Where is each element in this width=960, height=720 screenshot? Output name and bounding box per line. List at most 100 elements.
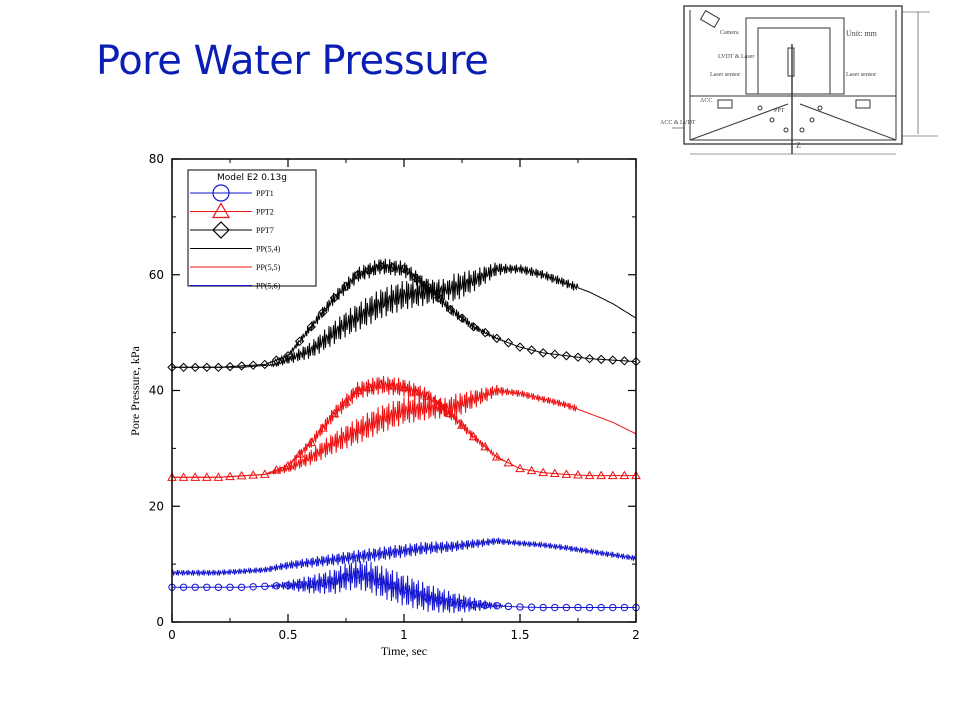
data-point	[608, 355, 618, 365]
data-point	[317, 423, 328, 432]
series-PPT7	[167, 258, 641, 373]
data-point	[515, 463, 525, 473]
data-point	[491, 452, 502, 461]
data-point	[213, 362, 224, 373]
data-point	[573, 352, 583, 362]
y-tick-label: 40	[149, 384, 164, 398]
legend-label: PPT1	[256, 189, 274, 198]
legend-label: PPT2	[256, 208, 274, 217]
data-point	[294, 449, 305, 458]
data-point	[272, 582, 281, 590]
series-line	[172, 384, 637, 478]
data-point	[468, 322, 479, 332]
schematic-label-unit: Unit: mm	[846, 29, 878, 38]
data-point	[388, 582, 397, 590]
data-point	[539, 603, 547, 612]
x-tick-label: 0.5	[278, 628, 297, 642]
schematic-label-lvdt-laser: LVDT & Laser	[718, 54, 754, 60]
data-point	[399, 382, 409, 392]
data-point	[400, 586, 408, 594]
data-point	[619, 356, 630, 366]
schematic-label-z: Z	[796, 141, 801, 150]
x-tick-label: 1.5	[510, 628, 529, 642]
right-instrument-box	[855, 99, 871, 109]
data-point	[318, 307, 328, 318]
series-PP(5,4)	[172, 262, 637, 368]
x-tick-label: 1	[400, 628, 408, 642]
data-point	[549, 468, 560, 478]
data-point	[597, 603, 605, 612]
data-point	[214, 583, 223, 591]
legend-label: PP(5,6)	[256, 282, 281, 291]
slide-title: Pore Water Pressure	[96, 38, 489, 84]
data-point	[516, 603, 524, 611]
legend-label: PP(5,4)	[256, 245, 281, 254]
data-point	[353, 570, 362, 579]
model-schematic-figure: Unit: mm Camera LVDT & Laser Laser senso…	[660, 5, 938, 155]
data-point	[306, 437, 317, 447]
data-point	[261, 582, 269, 591]
data-point	[190, 362, 200, 373]
y-tick-label: 0	[156, 615, 164, 629]
schematic-label-laser-right: Laser sensor	[846, 72, 876, 78]
series-line	[172, 559, 636, 614]
left-instrument-box	[717, 99, 733, 109]
x-tick-label: 2	[632, 628, 640, 642]
schematic-label-ppt: PPT	[774, 108, 785, 114]
data-point	[596, 470, 607, 480]
data-point	[574, 603, 582, 612]
data-point	[503, 457, 514, 467]
schematic-label-acc: ACC	[700, 98, 712, 104]
data-point	[468, 431, 479, 441]
legend-title: Model E2 0.13g	[217, 173, 287, 183]
series-PP(5,5)	[172, 384, 637, 478]
data-point	[423, 593, 431, 602]
data-point	[620, 603, 629, 612]
data-point	[526, 345, 537, 355]
data-point	[538, 467, 549, 477]
data-point	[609, 603, 617, 612]
data-point	[248, 360, 258, 370]
data-point	[249, 583, 257, 591]
data-point	[341, 397, 351, 406]
data-point	[226, 583, 234, 591]
y-tick-label: 60	[149, 268, 164, 282]
data-point	[306, 322, 316, 332]
data-point	[236, 361, 247, 371]
data-point	[364, 382, 375, 392]
data-point	[411, 590, 420, 598]
data-point	[584, 353, 595, 364]
data-point	[619, 470, 630, 480]
data-point	[319, 579, 327, 587]
data-point	[330, 577, 339, 586]
data-point	[191, 583, 199, 591]
data-point	[434, 293, 444, 303]
schematic-label-acc-lvdt: ACC & LVDT	[660, 120, 696, 126]
data-point	[422, 391, 433, 400]
sensor-marker	[769, 117, 775, 123]
sensor-marker	[757, 105, 763, 111]
data-point	[329, 293, 340, 303]
loading-frame-inner	[757, 27, 831, 95]
sand-left-slope	[689, 103, 789, 141]
data-point	[329, 408, 340, 418]
data-point	[435, 596, 443, 604]
legend-marker	[211, 202, 231, 219]
y-axis-title: Pore Pressure, kPa	[128, 346, 142, 436]
data-point	[585, 603, 594, 612]
legend-marker	[212, 221, 230, 239]
x-axis-title: Time, sec	[381, 644, 427, 658]
data-point	[562, 603, 571, 612]
data-point	[294, 336, 305, 347]
data-point	[458, 599, 466, 608]
sensor-marker	[817, 105, 823, 111]
data-point	[481, 601, 489, 609]
data-point	[376, 261, 386, 271]
sensor-marker	[809, 117, 815, 123]
legend-box	[187, 169, 317, 287]
legend-label: PP(5,5)	[256, 263, 281, 272]
data-point	[445, 304, 456, 315]
data-point	[341, 281, 351, 292]
data-point	[179, 583, 188, 591]
